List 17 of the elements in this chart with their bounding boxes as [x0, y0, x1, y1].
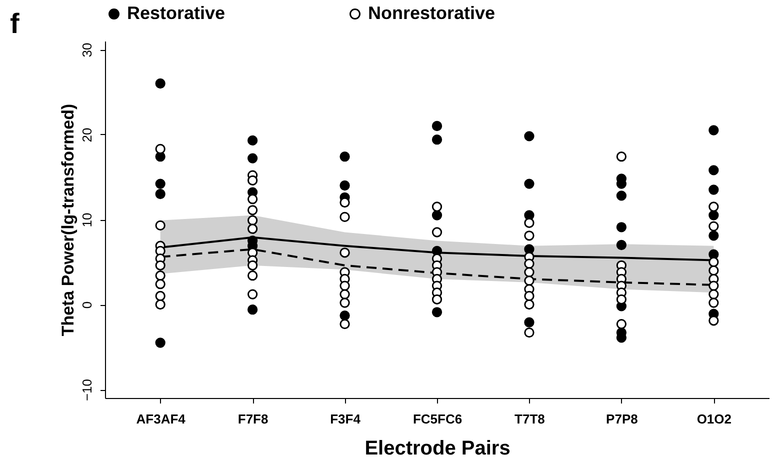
- text: f: [10, 8, 20, 39]
- y-tick-label: 20: [80, 128, 94, 142]
- legend-label: Restorative: [127, 3, 226, 23]
- x-axis-title: Electrode Pairs: [364, 438, 510, 460]
- y-axis-title: Theta Power(lg-transformed): [58, 104, 78, 336]
- x-tick-label: F3F4: [330, 412, 362, 426]
- y-tick-label: −10: [80, 378, 94, 402]
- legend-label: Nonrestorative: [368, 3, 496, 23]
- x-tick-label: AF3AF4: [136, 412, 186, 426]
- x-tick-label: O1O2: [696, 412, 732, 426]
- x-tick-label: FC5FC6: [412, 412, 462, 426]
- x-tick-label: P7P8: [606, 412, 638, 426]
- y-tick-label: 0: [80, 301, 94, 309]
- y-tick-label: 30: [80, 42, 94, 58]
- x-tick-label: F7F8: [238, 412, 268, 426]
- x-tick-label: T7T8: [514, 412, 545, 426]
- y-tick-label: 10: [80, 212, 94, 228]
